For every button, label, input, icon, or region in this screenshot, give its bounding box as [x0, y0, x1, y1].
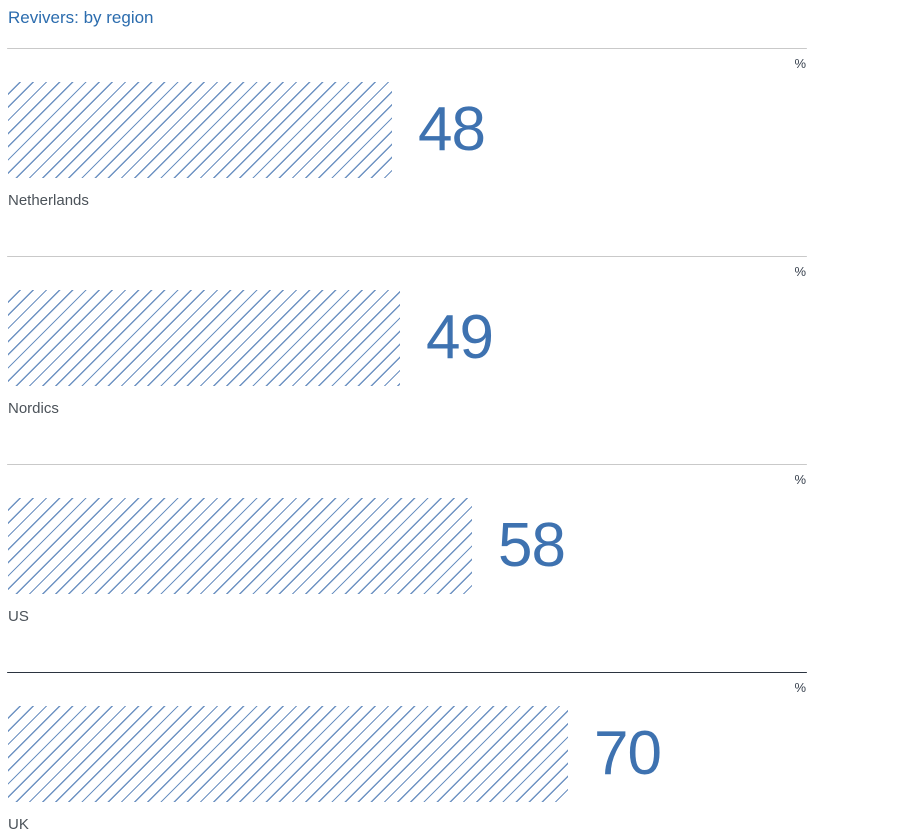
category-label: UK	[8, 816, 29, 833]
value-label: 70	[594, 719, 662, 788]
separator-line	[7, 256, 807, 257]
bar-track: 48	[8, 82, 900, 178]
chart-title: Revivers: by region	[8, 8, 154, 27]
separator-line	[7, 48, 807, 49]
separator-line	[7, 672, 807, 673]
bar-row-uk: % 70 UK	[0, 672, 900, 833]
bar-row-us: % 58 US	[0, 464, 900, 625]
bar-nordics	[8, 290, 400, 386]
value-label: 49	[426, 303, 494, 372]
axis-unit-label: %	[794, 56, 806, 71]
bar-us	[8, 498, 472, 594]
value-label: 58	[498, 511, 566, 580]
bar-row-netherlands: % 48 Netherlands	[0, 48, 900, 209]
bar-uk	[8, 706, 568, 802]
bar-track: 49	[8, 290, 900, 386]
separator-line	[7, 464, 807, 465]
bar-track: 58	[8, 498, 900, 594]
category-label: Netherlands	[8, 192, 89, 209]
category-label: Nordics	[8, 400, 59, 417]
bar-row-nordics: % 49 Nordics	[0, 256, 900, 417]
axis-unit-label: %	[794, 680, 806, 695]
bar-track: 70	[8, 706, 900, 802]
value-label: 48	[418, 95, 486, 164]
category-label: US	[8, 608, 29, 625]
axis-unit-label: %	[794, 472, 806, 487]
bar-netherlands	[8, 82, 392, 178]
axis-unit-label: %	[794, 264, 806, 279]
